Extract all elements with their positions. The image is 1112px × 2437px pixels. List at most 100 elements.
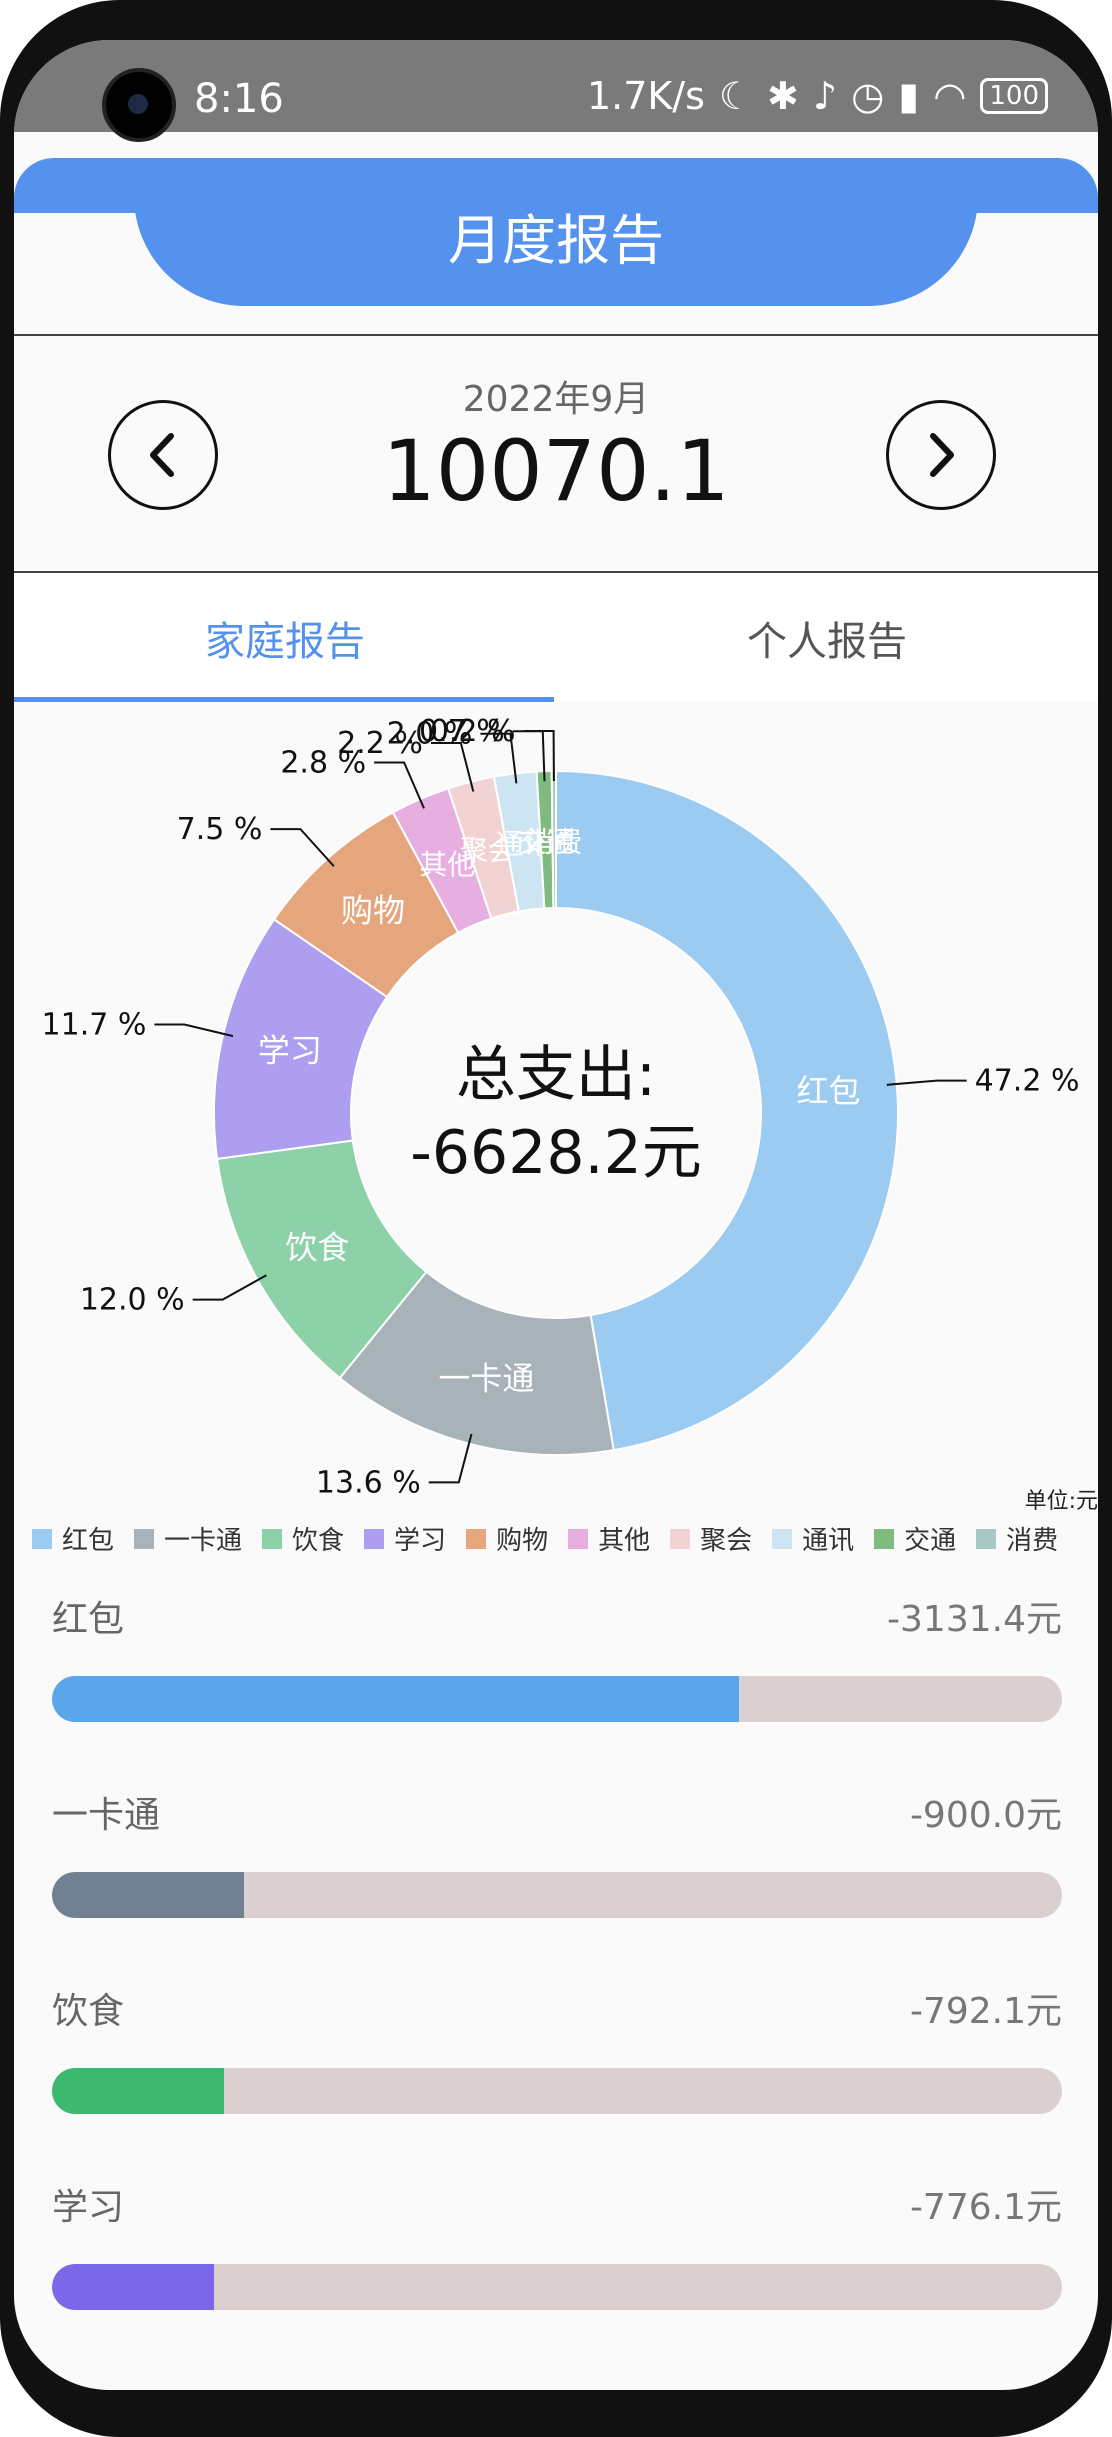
progress-track [52,1872,1062,1918]
battery-icon: 100 [980,78,1048,114]
next-month-button[interactable] [886,400,996,510]
leader-line-1 [428,1433,473,1484]
donut-chart-svg: 红包 47.2 % 一卡通 13.6 % 饮食 12.0 % 学习 11.7 % 购物 7.5 %… [42,714,1080,1500]
wifi-icon: ◠ [933,74,967,118]
legend-item[interactable]: 学习 [364,1520,446,1557]
slice-label-3: 学习 [258,1032,322,1070]
legend-swatch [32,1528,52,1549]
category-bar-row[interactable]: 饮食 -792.1元 [52,1972,1062,2168]
status-time: 8:16 [194,76,284,122]
leader-line-6 [430,742,475,792]
legend-swatch [262,1528,283,1549]
total-value: 10070.1 [382,422,730,520]
progress-track [52,2068,1062,2114]
percent-label-3: 11.7 % [42,1008,147,1043]
legend-label: 学习 [394,1526,447,1556]
category-amount: -900.0元 [909,1795,1062,1836]
expense-donut-chart: 红包 47.2 % 一卡通 13.6 % 饮食 12.0 % 学习 11.7 % 购物 7.5 %… [14,703,1098,1583]
leader-line-5 [374,761,425,809]
category-name: 饮食 [52,1991,125,2032]
signal-icon: ▮ [898,74,920,118]
percent-label-1: 13.6 % [316,1465,421,1500]
front-camera [102,68,176,142]
progress-fill [52,1676,739,1722]
legend-label: 购物 [496,1526,549,1556]
category-amount: -792.1元 [909,1991,1062,2032]
percent-label-8: 0.7 % [419,714,505,749]
legend-label: 交通 [904,1526,957,1556]
month-label: 2022年9月 [462,379,650,420]
progress-fill [52,2264,214,2310]
page-header: 月度报告 [14,158,1098,348]
category-bar-row[interactable]: 一卡通 -900.0元 [52,1776,1062,1972]
network-speed: 1.7K/s [586,74,705,118]
legend-item[interactable]: 交通 [874,1520,956,1557]
divider [14,334,1098,336]
center-label-title: 总支出: [456,1040,656,1110]
legend-swatch [670,1528,691,1549]
legend-item[interactable]: 聚会 [670,1520,752,1557]
percent-label-4: 7.5 % [177,812,263,847]
legend-swatch [364,1528,385,1549]
legend-label: 通讯 [802,1526,855,1556]
moon-icon: ☾ [718,74,753,118]
alarm-icon: ◷ [851,74,885,118]
bluetooth-icon: ✱ [766,74,799,118]
category-amount: -3131.4元 [887,1599,1062,1640]
slice-label-0: 红包 [797,1072,861,1110]
slice-label-8: 交通 [519,826,575,859]
percent-label-6: 2.2 % [337,726,423,761]
legend-label: 消费 [1006,1526,1059,1556]
page-title: 月度报告 [448,209,664,272]
legend-label: 饮食 [292,1526,345,1556]
leader-line-0 [886,1079,967,1086]
slice-label-5: 其他 [419,848,475,881]
legend-item[interactable]: 购物 [466,1520,548,1557]
slice-label-9: 消费 [526,826,582,859]
bell-muted-icon: ♪ [812,74,838,118]
legend-item[interactable]: 消费 [976,1520,1058,1557]
tab-family-report[interactable]: 家庭报告 [205,619,365,665]
prev-month-button[interactable] [108,400,218,510]
percent-label-5: 2.8 % [280,746,366,781]
legend-label: 其他 [598,1526,651,1556]
status-icons: 1.7K/s ☾ ✱ ♪ ◷ ▮ ◠ 100 [587,74,1048,118]
legend-label: 红包 [62,1526,115,1556]
pie-slice-0[interactable] [555,769,899,1452]
active-tab-indicator [14,697,554,702]
leader-line-9 [523,730,555,782]
progress-track [52,1676,1062,1722]
category-name: 一卡通 [52,1795,161,1836]
tab-personal-report[interactable]: 个人报告 [747,619,907,665]
legend-swatch [134,1528,155,1549]
category-bar-list: 红包 -3131.4元一卡通 -900.0元饮食 -792.1元学习 -776.1元 [52,1580,1062,2364]
legend-item[interactable]: 饮食 [262,1520,344,1557]
percent-label-0: 47.2 % [975,1064,1080,1099]
legend-swatch [874,1528,895,1549]
header-shape [134,158,978,306]
legend-swatch [976,1528,997,1549]
screen: 8:16 1.7K/s ☾ ✱ ♪ ◷ ▮ ◠ 100 月度报告 [14,40,1098,2390]
category-name: 红包 [52,1599,125,1640]
center-label-total: -6628.2元 [410,1118,702,1188]
category-bar-row[interactable]: 学习 -776.1元 [52,2168,1062,2364]
progress-track [52,2264,1062,2310]
percent-label-9: 0.2 % [430,714,516,749]
legend-item[interactable]: 红包 [32,1520,114,1557]
slice-label-4: 购物 [341,892,405,930]
report-tabs: 家庭报告 个人报告 [14,573,1098,703]
legend-item[interactable]: 其他 [568,1520,650,1557]
chevron-left-icon [150,433,174,477]
legend-swatch [568,1528,589,1549]
chart-legend: 红包 一卡通 饮食 学习 购物 其他 聚会 通讯 交通 消费 [32,1520,1098,1557]
leader-line-4 [270,828,335,867]
month-selector: 2022年9月 10070.1 [14,330,1098,570]
percent-label-2: 12.0 % [80,1283,185,1318]
legend-item[interactable]: 一卡通 [134,1520,242,1557]
leader-line-7 [480,732,518,784]
slice-label-2: 饮食 [285,1229,349,1267]
category-bar-row[interactable]: 红包 -3131.4元 [52,1580,1062,1776]
legend-item[interactable]: 通讯 [772,1520,854,1557]
category-name: 学习 [52,2187,125,2228]
